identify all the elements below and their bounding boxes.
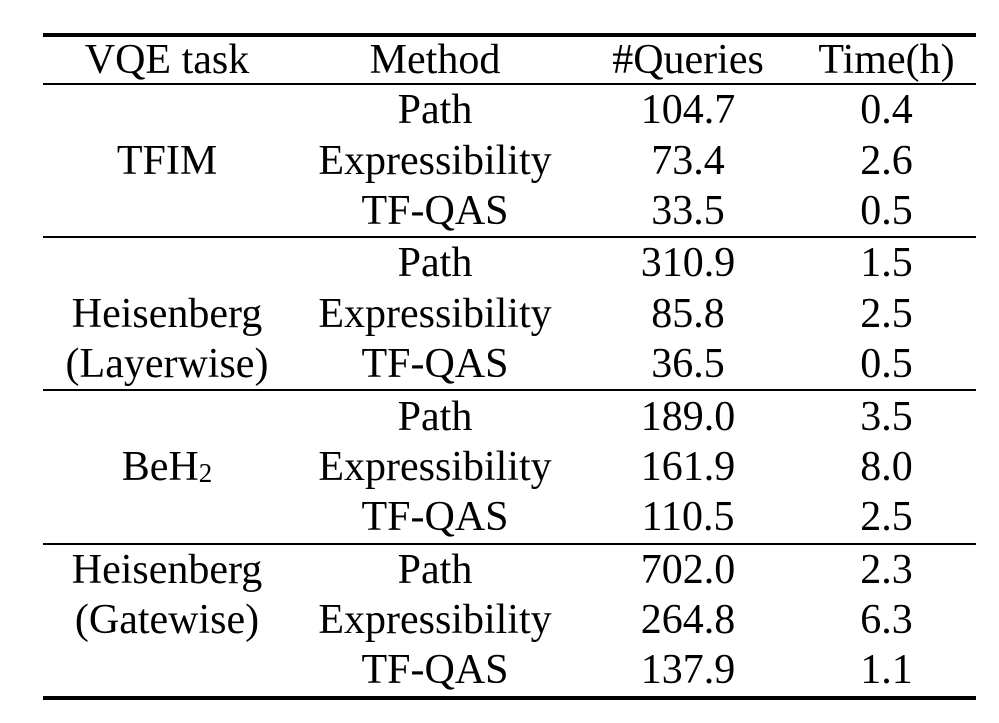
task-cell-heisenberg-layerwise: Heisenberg (Layerwise) [43, 238, 291, 389]
method-cell: Path [397, 393, 473, 440]
task-label: (Layerwise) [65, 341, 269, 388]
table-header-row: VQE task Method #Queries Time(h) [43, 37, 976, 85]
task-group-beh2: BeH 2 Path 189.0 3.5 Expressibility 161.9… [43, 389, 976, 542]
time-cell: 2.3 [860, 546, 913, 593]
task-group-heisenberg-gatewise: Heisenberg (Gatewise) Path 702.0 2.3 Exp… [43, 542, 976, 696]
method-cell: Path [397, 87, 473, 134]
method-cell: Expressibility [318, 290, 552, 337]
queries-cell: 137.9 [640, 647, 736, 694]
time-cell: 0.5 [860, 187, 913, 234]
method-cell: TF-QAS [361, 341, 509, 388]
task-label: TFIM [116, 137, 218, 184]
table-row: TF-QAS 110.5 2.5 [291, 492, 976, 542]
table-row: TF-QAS 33.5 0.5 [291, 186, 976, 236]
method-cell: Expressibility [318, 597, 552, 644]
time-cell: 8.0 [860, 443, 913, 490]
time-cell: 2.6 [860, 137, 913, 184]
task-cell-heisenberg-gatewise: Heisenberg (Gatewise) [43, 545, 291, 696]
time-cell: 1.1 [860, 647, 913, 694]
table-row: Expressibility 73.4 2.6 [291, 135, 976, 185]
task-label-main: BeH [121, 443, 199, 490]
task-label: Heisenberg [71, 290, 263, 337]
task-group-heisenberg-layerwise: Heisenberg (Layerwise) Path 310.9 1.5 Ex… [43, 236, 976, 389]
time-cell: 3.5 [860, 393, 913, 440]
time-cell: 6.3 [860, 597, 913, 644]
task-cell-tfim: TFIM [43, 85, 291, 236]
col-header-method: Method [369, 37, 501, 83]
queries-cell: 33.5 [651, 187, 725, 234]
method-cell: TF-QAS [361, 494, 509, 541]
queries-cell: 104.7 [640, 87, 736, 134]
col-header-vqe-task: VQE task [84, 37, 250, 83]
method-cell: Path [397, 546, 473, 593]
method-cell: TF-QAS [361, 187, 509, 234]
method-cell: TF-QAS [361, 647, 509, 694]
task-cell-beh2: BeH 2 [43, 391, 291, 542]
queries-cell: 310.9 [640, 240, 736, 287]
table-row: Path 104.7 0.4 [291, 85, 976, 135]
method-cell: Path [397, 240, 473, 287]
queries-cell: 36.5 [651, 341, 725, 388]
queries-cell: 85.8 [651, 290, 725, 337]
table-row: TF-QAS 137.9 1.1 [291, 645, 976, 695]
vqe-results-table: VQE task Method #Queries Time(h) TFIM Pa… [43, 33, 976, 700]
col-header-time: Time(h) [818, 37, 955, 83]
queries-cell: 189.0 [640, 393, 736, 440]
table-row: Expressibility 161.9 8.0 [291, 442, 976, 492]
task-label: (Gatewise) [74, 597, 260, 644]
time-cell: 0.4 [860, 87, 913, 134]
table-row: Path 702.0 2.3 [291, 545, 976, 595]
time-cell: 0.5 [860, 341, 913, 388]
table-row: Path 189.0 3.5 [291, 391, 976, 441]
queries-cell: 264.8 [640, 597, 736, 644]
queries-cell: 73.4 [651, 137, 725, 184]
method-cell: Expressibility [318, 443, 552, 490]
col-header-queries: #Queries [612, 37, 764, 83]
table-row: Expressibility 85.8 2.5 [291, 289, 976, 339]
time-cell: 2.5 [860, 290, 913, 337]
queries-cell: 702.0 [640, 546, 736, 593]
table-row: TF-QAS 36.5 0.5 [291, 339, 976, 389]
queries-cell: 161.9 [640, 443, 736, 490]
time-cell: 1.5 [860, 240, 913, 287]
task-label: Heisenberg [71, 546, 263, 593]
task-group-tfim: TFIM Path 104.7 0.4 Expressibility 73.4 … [43, 85, 976, 236]
task-label: BeH 2 [121, 443, 213, 490]
method-cell: Expressibility [318, 137, 552, 184]
time-cell: 2.5 [860, 494, 913, 541]
queries-cell: 110.5 [641, 494, 735, 541]
table-row: Expressibility 264.8 6.3 [291, 595, 976, 645]
table-row: Path 310.9 1.5 [291, 238, 976, 288]
